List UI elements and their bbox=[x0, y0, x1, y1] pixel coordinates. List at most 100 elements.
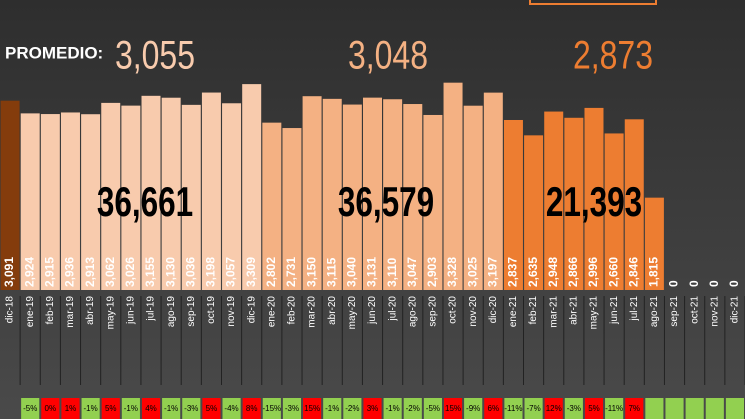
value-label: 3,036 bbox=[183, 257, 197, 287]
value-label: 2,660 bbox=[606, 257, 620, 287]
value-label: 3,155 bbox=[143, 257, 157, 287]
bar bbox=[524, 135, 544, 290]
change-label: -5% bbox=[426, 404, 440, 413]
value-label: 2,996 bbox=[586, 257, 600, 287]
change-label: -11% bbox=[504, 404, 522, 413]
bar bbox=[222, 103, 242, 290]
change-cell bbox=[484, 398, 503, 419]
total-value: 36,661 bbox=[97, 178, 193, 226]
value-label: 3,062 bbox=[103, 257, 117, 287]
change-cell bbox=[262, 398, 281, 419]
x-tick-label: abr-20 bbox=[327, 296, 338, 325]
x-tick-label: sep-21 bbox=[669, 296, 680, 327]
change-label: -1% bbox=[386, 404, 400, 413]
change-label: -1% bbox=[164, 404, 178, 413]
value-label: 3,091 bbox=[2, 257, 16, 287]
bar bbox=[423, 114, 443, 290]
bar bbox=[403, 104, 423, 290]
change-cell bbox=[665, 398, 684, 419]
bar bbox=[262, 122, 282, 290]
bar bbox=[60, 112, 80, 291]
change-label: -2% bbox=[406, 404, 420, 413]
value-label: 3,328 bbox=[445, 257, 459, 287]
change-cell bbox=[524, 398, 543, 419]
total-value: 36,579 bbox=[338, 178, 434, 226]
change-label: 4% bbox=[145, 404, 157, 413]
bar bbox=[81, 114, 101, 290]
change-label: 3% bbox=[367, 404, 379, 413]
change-label: -1% bbox=[124, 404, 138, 413]
change-cell bbox=[705, 398, 724, 419]
value-label: 2,866 bbox=[566, 257, 580, 287]
change-label: 5% bbox=[206, 404, 218, 413]
x-tick-label: may-21 bbox=[589, 296, 600, 330]
bar bbox=[443, 82, 463, 290]
x-tick-label: dic-19 bbox=[246, 296, 257, 324]
x-tick-label: ago-19 bbox=[166, 296, 177, 328]
change-label: -5% bbox=[23, 404, 37, 413]
change-cell bbox=[584, 398, 604, 419]
x-tick-label: jun-21 bbox=[609, 296, 620, 325]
value-label: 3,026 bbox=[123, 257, 137, 287]
bar bbox=[644, 197, 664, 290]
x-tick-label: oct-21 bbox=[689, 296, 700, 324]
value-label: 3,025 bbox=[465, 257, 479, 287]
value-label: 3,198 bbox=[204, 257, 218, 287]
bar bbox=[161, 97, 181, 290]
bar bbox=[0, 100, 20, 291]
value-label: 2,802 bbox=[264, 257, 278, 287]
x-tick-label: ago-20 bbox=[407, 296, 418, 328]
x-tick-label: nov-19 bbox=[226, 296, 237, 327]
bar bbox=[564, 117, 584, 290]
bar bbox=[544, 111, 564, 290]
x-tick-label: feb-21 bbox=[528, 296, 539, 325]
value-label: 2,903 bbox=[425, 257, 439, 287]
value-label: 2,948 bbox=[546, 257, 560, 287]
change-cell bbox=[343, 398, 362, 419]
bar bbox=[201, 92, 221, 290]
bar bbox=[302, 96, 322, 290]
x-tick-label: jun-20 bbox=[367, 296, 378, 325]
change-label: 12% bbox=[546, 404, 562, 413]
x-tick-label: abr-21 bbox=[568, 296, 579, 325]
change-label: 6% bbox=[488, 404, 500, 413]
change-cell bbox=[685, 398, 704, 419]
x-tick-label: mar-21 bbox=[548, 296, 559, 328]
change-label: -15% bbox=[262, 404, 281, 413]
change-cell bbox=[725, 398, 744, 419]
x-tick-label: mar-19 bbox=[65, 296, 76, 328]
change-cell bbox=[605, 398, 624, 419]
value-label: 3,040 bbox=[345, 257, 359, 287]
value-label: 3,130 bbox=[163, 257, 177, 287]
change-cell bbox=[464, 398, 483, 419]
change-label: 5% bbox=[105, 404, 117, 413]
bar bbox=[181, 104, 201, 290]
change-cell bbox=[323, 398, 342, 419]
bar bbox=[322, 98, 342, 290]
change-label: -11% bbox=[605, 404, 623, 413]
x-tick-label: may-20 bbox=[347, 296, 358, 330]
x-tick-label: oct-20 bbox=[448, 296, 459, 324]
change-cell bbox=[564, 398, 583, 419]
change-cell bbox=[61, 398, 80, 419]
change-cell bbox=[121, 398, 140, 419]
value-label: 3,309 bbox=[244, 257, 258, 287]
bar bbox=[121, 105, 141, 291]
promedio-value: 2,873 bbox=[573, 32, 653, 77]
bar bbox=[342, 104, 362, 290]
value-label: 3,110 bbox=[385, 257, 399, 287]
x-tick-label: jun-19 bbox=[126, 296, 137, 325]
change-label: 15% bbox=[304, 404, 320, 413]
change-label: 7% bbox=[628, 404, 640, 413]
change-cell bbox=[282, 398, 302, 419]
value-label: 0 bbox=[727, 280, 741, 287]
change-cell bbox=[363, 398, 382, 419]
promedio-value: 3,048 bbox=[348, 32, 428, 77]
change-label: 5% bbox=[588, 404, 600, 413]
change-cell bbox=[81, 398, 100, 419]
value-label: 0 bbox=[707, 280, 721, 287]
value-label: 0 bbox=[687, 280, 701, 287]
value-label: 3,047 bbox=[405, 257, 419, 287]
value-label: 3,057 bbox=[224, 257, 238, 287]
